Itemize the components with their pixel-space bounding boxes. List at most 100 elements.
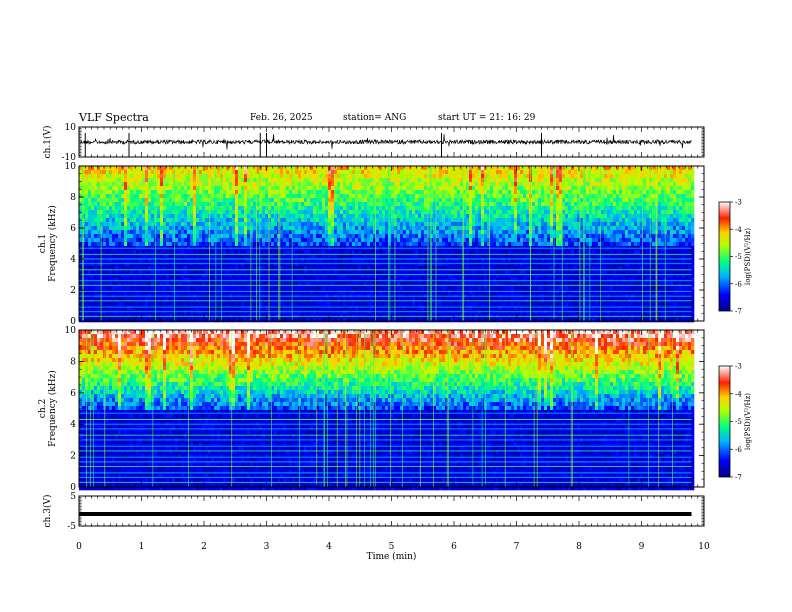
spectrogram-cell (118, 190, 122, 195)
spectrogram-cell (97, 290, 101, 295)
spectrogram-cell (130, 254, 134, 259)
spectrogram-cell (439, 194, 443, 199)
spectrogram-cell (247, 250, 251, 255)
spectrogram-cell (265, 282, 269, 287)
spectrogram-cell (364, 274, 368, 279)
spectrogram-cell (355, 254, 359, 259)
spectrogram-cell (88, 186, 92, 191)
spectrogram-cell (433, 250, 437, 255)
spectrogram-cell (142, 286, 146, 291)
spectrogram-cell (355, 298, 359, 303)
spectrogram-cell (256, 214, 260, 219)
spectrogram-cell (124, 266, 128, 271)
spectrogram-cell (196, 282, 200, 287)
spectrogram-cell (286, 226, 290, 231)
spectrogram-cell (304, 174, 308, 179)
spectrogram-cell (421, 210, 425, 215)
spectrogram-cell (181, 222, 185, 227)
spectrogram-cell (85, 230, 89, 235)
spectrogram-cell (280, 302, 284, 307)
spectrogram-cell (346, 266, 350, 271)
spectrogram-cell (382, 214, 386, 219)
spectrogram-cell (286, 302, 290, 307)
spectrogram-cell (118, 318, 122, 323)
spectrogram-cell (370, 298, 374, 303)
spectrogram-cell (136, 306, 140, 311)
spectrogram-cell (301, 194, 305, 199)
spectrogram-cell (352, 266, 356, 271)
spectrogram-cell (172, 198, 176, 203)
spectrogram-cell (298, 206, 302, 211)
spectrogram-cell (196, 206, 200, 211)
spectrogram-cell (169, 306, 173, 311)
spectrogram-cell (364, 242, 368, 247)
spectrogram-cell (139, 258, 143, 263)
spectrogram-cell (244, 298, 248, 303)
spectrogram-cell (124, 202, 128, 207)
spectrogram-cell (283, 186, 287, 191)
spectrogram-cell (133, 302, 137, 307)
spectrogram-cell (442, 166, 446, 171)
spectrogram-cell (271, 258, 275, 263)
spectrogram-cell (94, 170, 98, 175)
spectrogram-cell (292, 286, 296, 291)
spectrogram-cell (172, 174, 176, 179)
spectrogram-cell (88, 234, 92, 239)
spectrogram-cell (205, 218, 209, 223)
spectrogram-cell (331, 230, 335, 235)
spectrogram-cell (352, 186, 356, 191)
spectrogram-cell (355, 278, 359, 283)
spectrogram-cell (268, 318, 272, 323)
spectrogram-cell (184, 198, 188, 203)
spectrogram-cell (343, 218, 347, 223)
spectrogram-cell (235, 206, 239, 211)
spectrogram-cell (247, 270, 251, 275)
spectrogram-cell (328, 166, 332, 171)
spectrogram-cell (130, 242, 134, 247)
spectrogram-cell (337, 274, 341, 279)
spectrogram-cell (298, 254, 302, 259)
spectrogram-cell (184, 234, 188, 239)
spectrogram-cell (376, 166, 380, 171)
spectrogram-cell (262, 242, 266, 247)
spectrogram-cell (307, 186, 311, 191)
spectrogram-cell (88, 214, 92, 219)
spectrogram-cell (400, 210, 404, 215)
spectrogram-cell (103, 274, 107, 279)
spectrogram-cell (328, 306, 332, 311)
spectrogram-cell (118, 278, 122, 283)
spectrogram-cell (391, 218, 395, 223)
spectrogram-cell (433, 210, 437, 215)
spectrogram-cell (217, 222, 221, 227)
spectrogram-cell (223, 250, 227, 255)
spectrogram-cell (367, 186, 371, 191)
spectrogram-cell (382, 198, 386, 203)
spectrogram-cell (256, 202, 260, 207)
spectrogram-cell (262, 274, 266, 279)
spectrogram-cell (193, 234, 197, 239)
spectrogram-cell (322, 190, 326, 195)
spectrogram-cell (265, 170, 269, 175)
spectrogram-cell (196, 170, 200, 175)
spectrogram-cell (178, 274, 182, 279)
spectrogram-cell (226, 258, 230, 263)
spectrogram-cell (412, 270, 416, 275)
spectrogram-cell (94, 182, 98, 187)
spectrogram-cell (136, 190, 140, 195)
spectrogram-cell (94, 242, 98, 247)
spectrogram-cell (364, 198, 368, 203)
spectrogram-cell (241, 182, 245, 187)
spectrogram-cell (316, 286, 320, 291)
spectrogram-cell (403, 222, 407, 227)
spectrogram-cell (172, 274, 176, 279)
spectrogram-cell (238, 202, 242, 207)
spectrogram-cell (232, 306, 236, 311)
spectrogram-cell (109, 198, 113, 203)
spectrogram-cell (421, 206, 425, 211)
spectrogram-cell (259, 226, 263, 231)
spectrogram-cell (262, 318, 266, 323)
spectrogram-cell (331, 234, 335, 239)
spectrogram-cell (193, 218, 197, 223)
spectrogram-cell (271, 190, 275, 195)
spectrogram-cell (424, 166, 428, 171)
